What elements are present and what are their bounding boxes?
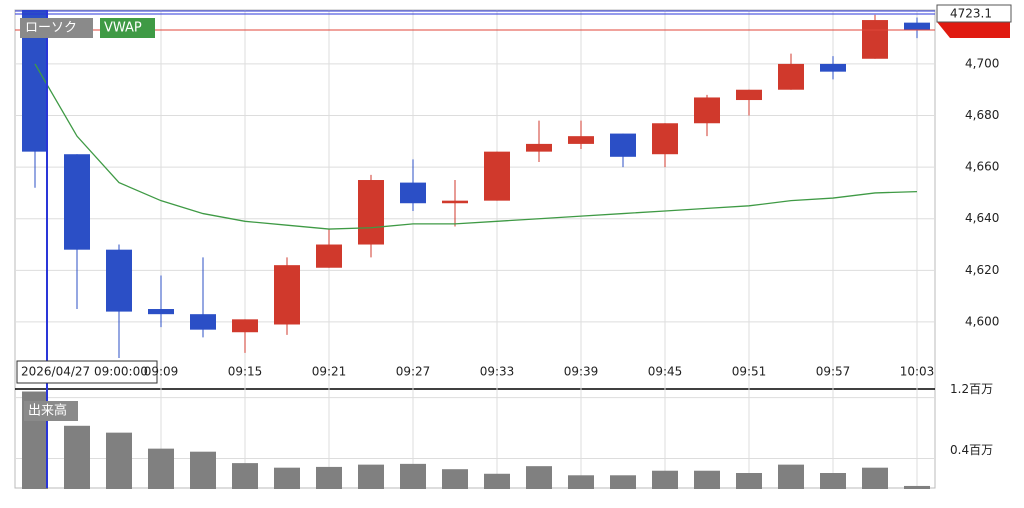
- x-tick-label: 09:57: [816, 365, 851, 379]
- x-tick-label: 10:03: [900, 365, 935, 379]
- candle-body: [526, 143, 552, 152]
- y-tick-label: 4,600: [965, 314, 999, 328]
- volume-bar: [736, 473, 762, 489]
- x-tick-label: 09:39: [564, 365, 599, 379]
- legend-box: [24, 401, 78, 421]
- volume-bar: [568, 475, 594, 489]
- candle-body: [652, 123, 678, 155]
- volume-bar: [904, 485, 930, 489]
- candle-body: [568, 136, 594, 144]
- volume-bar: [526, 466, 552, 489]
- volume-bar: [820, 473, 846, 489]
- volume-bar: [106, 432, 132, 489]
- x-tick-label: 09:27: [396, 365, 431, 379]
- y-tick-label: 4,700: [965, 56, 999, 70]
- volume-title: 出来高: [28, 403, 67, 419]
- volume-bar: [778, 464, 804, 489]
- x-tick-label: 09:15: [228, 365, 263, 379]
- candle-body: [400, 182, 426, 204]
- volume-bar: [64, 425, 90, 489]
- y-tick-label: 1.2百万: [950, 382, 993, 396]
- x-tick-label: 09:45: [648, 365, 683, 379]
- y-tick-label: 4,660: [965, 160, 999, 174]
- crosshair-price: 4723.1: [950, 7, 992, 21]
- volume-bar: [316, 466, 342, 489]
- candle-body: [106, 249, 132, 312]
- candle-body: [862, 20, 888, 59]
- x-tick-label: 09:33: [480, 365, 515, 379]
- candle-body: [778, 63, 804, 90]
- price-pane: [22, 10, 930, 359]
- candle-body: [442, 200, 468, 204]
- candle-body: [358, 180, 384, 245]
- y-tick-label: 4,680: [965, 108, 999, 122]
- legend-label: VWAP: [104, 21, 142, 36]
- x-tick-label: 09:21: [312, 365, 347, 379]
- volume-bar: [442, 469, 468, 489]
- volume-bar: [190, 451, 216, 489]
- candle-body: [274, 265, 300, 325]
- y-tick-label: 4,620: [965, 263, 999, 277]
- vwap-line: [34, 63, 918, 230]
- crosshair-price-box: [936, 4, 1012, 23]
- volume-bar: [652, 470, 678, 489]
- legend-label: ローソク: [25, 21, 77, 36]
- candle-body: [694, 97, 720, 124]
- volume-bar: [358, 464, 384, 489]
- volume-bar: [694, 470, 720, 489]
- candle-body: [232, 319, 258, 333]
- candle-body: [148, 309, 174, 315]
- volume-bar: [862, 467, 888, 489]
- last-price-tag: [937, 22, 1010, 38]
- candle-body: [64, 154, 90, 250]
- volume-bar: [484, 473, 510, 489]
- volume-bar: [400, 463, 426, 489]
- volume-bar: [148, 448, 174, 489]
- x-tick-label: 09:09: [144, 365, 179, 379]
- candle-body: [736, 89, 762, 101]
- y-tick-label: 0.4百万: [950, 443, 993, 457]
- candle-body: [316, 244, 342, 268]
- volume-bar: [274, 467, 300, 489]
- crosshair-time: 2026/04/27 09:00:00: [21, 365, 148, 379]
- y-tick-label: 4,640: [965, 211, 999, 225]
- candle-body: [484, 151, 510, 201]
- candle-body: [190, 314, 216, 330]
- x-tick-label: 09:51: [732, 365, 767, 379]
- volume-bar: [232, 463, 258, 489]
- candle-body: [610, 133, 636, 157]
- candle-body: [904, 22, 930, 31]
- crosshair-time-box: [16, 360, 158, 384]
- candle-body: [820, 63, 846, 72]
- legend-box: [20, 18, 93, 38]
- legend-box: [100, 18, 155, 38]
- volume-bar: [610, 475, 636, 489]
